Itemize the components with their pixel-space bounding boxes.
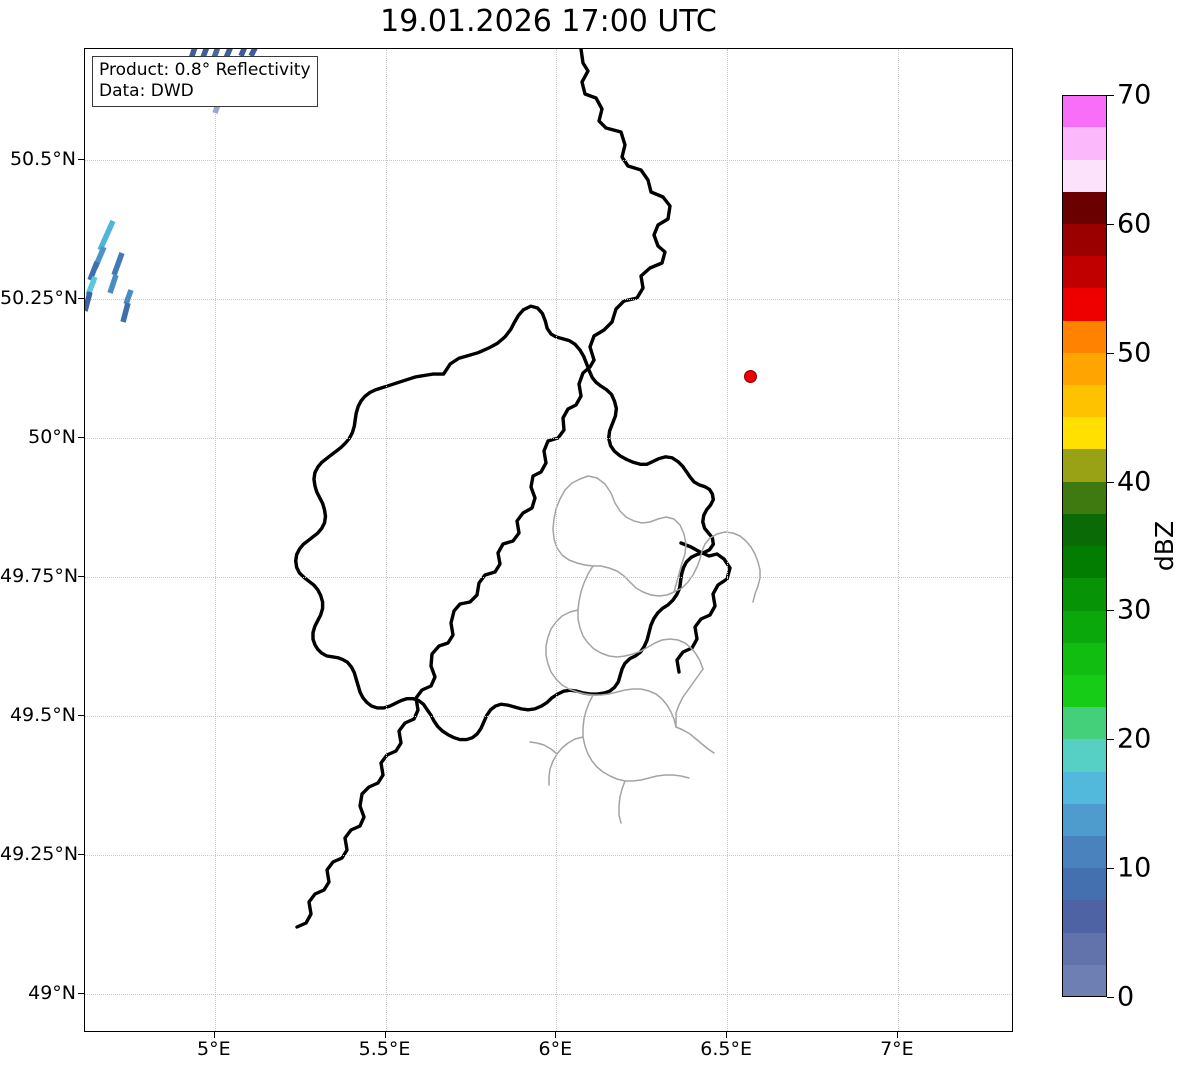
ytick-label-0: 50.5°N	[9, 148, 76, 171]
xtick-label-4: 7°E	[880, 1038, 914, 1060]
colorbar-band-7	[1063, 738, 1106, 772]
colorbar-band-17	[1063, 416, 1106, 450]
ytick-label-3: 49.75°N	[0, 565, 79, 588]
gridline-lat-2	[85, 438, 1012, 440]
colorbar-band-11	[1063, 609, 1106, 643]
gridline-lat-0	[85, 160, 1012, 162]
colorbar-tick-mark-3	[1107, 481, 1114, 483]
colorbar-tick-label-6: 10	[1117, 852, 1152, 884]
colorbar-band-3	[1063, 867, 1106, 901]
ytick-label-6: 49°N	[28, 982, 76, 1005]
colorbar-band-6	[1063, 771, 1106, 804]
info-box: Product: 0.8° Reflectivity Data: DWD	[92, 56, 318, 107]
colorbar-band-0	[1063, 964, 1106, 996]
ytick-mark-4	[78, 715, 84, 717]
luxembourg-border-path	[293, 304, 716, 742]
colorbar-title: dBZ	[1150, 520, 1179, 572]
colorbar-tick-mark-6	[1107, 868, 1114, 870]
colorbar-tick-label-3: 40	[1117, 466, 1152, 498]
colorbar-tick-label-2: 50	[1117, 337, 1152, 369]
map-plot-area[interactable]	[84, 48, 1013, 1032]
colorbar-band-10	[1063, 642, 1106, 675]
ytick-mark-1	[78, 298, 84, 300]
ytick-mark-0	[78, 159, 84, 161]
colorbar-band-18	[1063, 384, 1106, 418]
gridline-lon-3	[727, 49, 729, 1031]
xtick-mark-4	[896, 1032, 898, 1038]
colorbar-band-23	[1063, 223, 1106, 257]
gridline-lat-3	[85, 577, 1012, 579]
colorbar-band-21	[1063, 287, 1106, 321]
xtick-mark-1	[384, 1032, 386, 1038]
xtick-label-2: 6°E	[538, 1038, 573, 1060]
colorbar-band-27	[1063, 96, 1106, 128]
xtick-mark-2	[555, 1032, 557, 1038]
gridline-lat-4	[85, 716, 1012, 718]
colorbar-band-26	[1063, 126, 1106, 160]
colorbar-band-2	[1063, 899, 1106, 933]
page-title: 19.01.2026 17:00 UTC	[380, 4, 717, 39]
info-data-line: Data: DWD	[99, 81, 194, 101]
xtick-label-0: 5°E	[196, 1038, 231, 1060]
ytick-label-5: 49.25°N	[0, 843, 79, 866]
gridline-lon-0	[214, 49, 216, 1031]
colorbar-tick-label-0: 70	[1117, 79, 1152, 111]
xtick-mark-0	[213, 1032, 215, 1038]
colorbar-tick-label-7: 0	[1117, 981, 1135, 1013]
colorbar-band-4	[1063, 835, 1106, 869]
colorbar-band-19	[1063, 352, 1106, 386]
gridline-lat-5	[85, 855, 1012, 857]
colorbar-band-9	[1063, 674, 1106, 708]
colorbar-band-5	[1063, 803, 1106, 837]
ytick-label-1: 50.25°N	[0, 287, 79, 310]
colorbar-tick-mark-7	[1107, 997, 1114, 998]
map-geometry	[293, 49, 761, 929]
radar-site-marker[interactable]	[743, 369, 757, 383]
colorbar-tick-mark-2	[1107, 352, 1114, 354]
colorbar-band-16	[1063, 448, 1106, 482]
colorbar-tick-mark-4	[1107, 610, 1114, 612]
colorbar-tick-mark-1	[1107, 223, 1114, 225]
colorbar-band-15	[1063, 481, 1106, 514]
country-border-path	[295, 49, 732, 929]
colorbar-band-25	[1063, 158, 1106, 192]
colorbar-band-1	[1063, 932, 1106, 965]
gridline-lat-1	[85, 299, 1012, 301]
ytick-label-2: 50°N	[28, 426, 76, 449]
ytick-mark-2	[78, 437, 84, 439]
colorbar-band-13	[1063, 545, 1106, 579]
gridline-lon-4	[897, 49, 899, 1031]
colorbar-tick-mark-5	[1107, 739, 1114, 741]
colorbar-tick-label-4: 30	[1117, 594, 1152, 626]
gridline-lon-1	[385, 49, 387, 1031]
xtick-label-1: 5.5°E	[358, 1038, 411, 1060]
ytick-mark-6	[78, 993, 84, 995]
colorbar-band-12	[1063, 577, 1106, 611]
colorbar-tick-mark-0	[1107, 95, 1114, 96]
colorbar-band-20	[1063, 320, 1106, 353]
gridline-lon-2	[556, 49, 558, 1031]
ytick-mark-5	[78, 854, 84, 856]
gridline-lat-6	[85, 994, 1012, 996]
colorbar-tick-label-1: 60	[1117, 208, 1152, 240]
info-product-line: Product: 0.8° Reflectivity	[99, 60, 311, 80]
colorbar-band-22	[1063, 255, 1106, 289]
xtick-label-3: 6.5°E	[700, 1038, 752, 1060]
ytick-label-4: 49.5°N	[9, 704, 76, 727]
admin-boundary-paths	[529, 475, 761, 824]
colorbar-tick-label-5: 20	[1117, 723, 1152, 755]
colorbar[interactable]	[1062, 95, 1107, 997]
colorbar-band-8	[1063, 706, 1106, 740]
xtick-mark-3	[726, 1032, 728, 1038]
colorbar-band-24	[1063, 191, 1106, 224]
ytick-mark-3	[78, 576, 84, 578]
colorbar-band-14	[1063, 513, 1106, 547]
